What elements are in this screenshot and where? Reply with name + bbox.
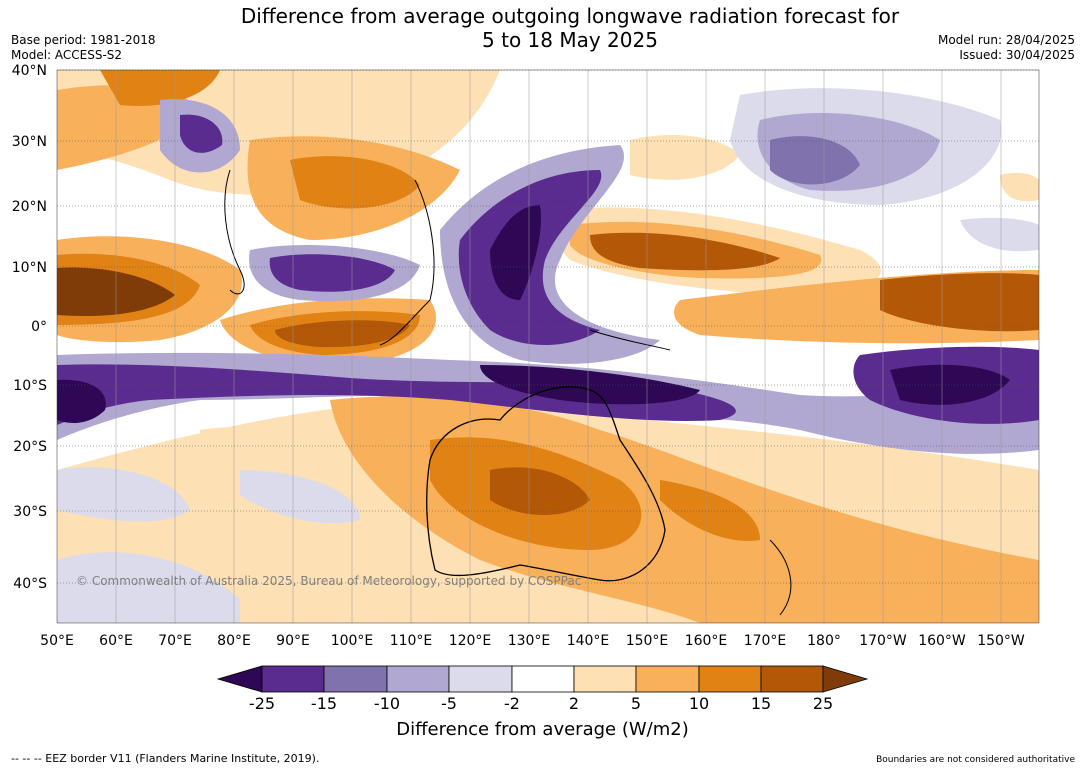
longitude-label: 50°E (40, 633, 74, 649)
colorbar-tick-label: 5 (630, 694, 642, 713)
model-name: Model: ACCESS-S2 (11, 48, 123, 62)
longitude-label: 130°E (508, 633, 551, 649)
issued-date: Issued: 30/04/2025 (959, 48, 1075, 62)
colorbar-bin (635, 665, 700, 693)
colorbar-tick-label: 15 (750, 694, 772, 713)
meta-left: Base period: 1981-2018 Model: ACCESS-S2 (11, 33, 156, 63)
colorbar (216, 665, 869, 693)
longitude-label: 170°W (859, 633, 907, 649)
colorbar-extend-low (216, 665, 263, 693)
longitude-label: 140°E (567, 633, 610, 649)
model-run: Model run: 28/04/2025 (937, 33, 1075, 47)
anomaly-field (57, 70, 1039, 623)
colorbar-bin (261, 665, 325, 693)
colorbar-bin (323, 665, 388, 693)
australia-coastline (426, 386, 666, 582)
longitude-label: 80°E (217, 633, 251, 649)
colorbar-tick-label: 2 (568, 694, 580, 713)
boundaries-disclaimer: Boundaries are not considered authoritat… (876, 755, 1075, 765)
copyright-notice: © Commonwealth of Australia 2025, Bureau… (76, 574, 582, 588)
colorbar-tick-label: -25 (248, 694, 276, 713)
colorbar-bin (448, 665, 513, 693)
longitude-label: 150°W (977, 633, 1025, 649)
longitude-label: 60°E (99, 633, 133, 649)
longitude-labels: 50°E 60°E 70°E 80°E 90°E 100°E 110°E 120°E 130°E… (40, 633, 1025, 649)
latitude-label: 20°N (12, 199, 47, 215)
base-period: Base period: 1981-2018 (11, 33, 156, 47)
longitude-label: 120°E (449, 633, 492, 649)
colorbar-tick-label: -2 (504, 694, 520, 713)
colorbar-bin (760, 665, 824, 693)
colorbar-bin (511, 665, 575, 693)
colorbar-title: Difference from average (W/m2) (396, 719, 689, 740)
colorbar-tick-label: 25 (812, 694, 834, 713)
colorbar-tick-label: -15 (310, 694, 338, 713)
map-gridlines (57, 69, 1039, 623)
title-line-1: Difference from average outgoing longwav… (240, 4, 900, 28)
longitude-label: 170°E (744, 633, 787, 649)
colorbar-extend-high (822, 665, 869, 693)
latitude-label: 10°S (13, 378, 47, 394)
latitude-label: 20°S (13, 439, 47, 455)
eez-border-note: -- -- -- EEZ border V11 (Flanders Marine… (11, 752, 320, 765)
meta-right: Model run: 28/04/2025 Issued: 30/04/2025 (938, 33, 1075, 63)
longitude-label: 100°E (331, 633, 374, 649)
longitude-label: 110°E (390, 633, 433, 649)
map-frame (56, 69, 1040, 624)
latitude-label: 30°S (13, 504, 47, 520)
colorbar-bin (698, 665, 762, 693)
colorbar-bin (573, 665, 637, 693)
latitude-label: 0° (31, 319, 47, 335)
longitude-label: 150°E (626, 633, 669, 649)
longitude-label: 90°E (276, 633, 310, 649)
colorbar-bin (386, 665, 450, 693)
latitude-label: 10°N (12, 260, 47, 276)
colorbar-tick-label: -10 (373, 694, 401, 713)
longitude-label: 180° (807, 633, 841, 649)
latitude-labels: 40°N 30°N 20°N 10°N 0° 10°S 20°S 30°S 40°S (12, 63, 47, 592)
title-line-2: 5 to 18 May 2025 (482, 28, 658, 52)
longitude-label: 160°W (918, 633, 966, 649)
map-title: Difference from average outgoing longwav… (170, 4, 970, 52)
longitude-label: 160°E (685, 633, 728, 649)
colorbar-tick-label: 10 (688, 694, 710, 713)
latitude-label: 40°S (13, 576, 47, 592)
colorbar-tick-label: -5 (441, 694, 457, 713)
longitude-label: 70°E (158, 633, 192, 649)
latitude-label: 30°N (12, 134, 47, 150)
latitude-label: 40°N (12, 63, 47, 79)
